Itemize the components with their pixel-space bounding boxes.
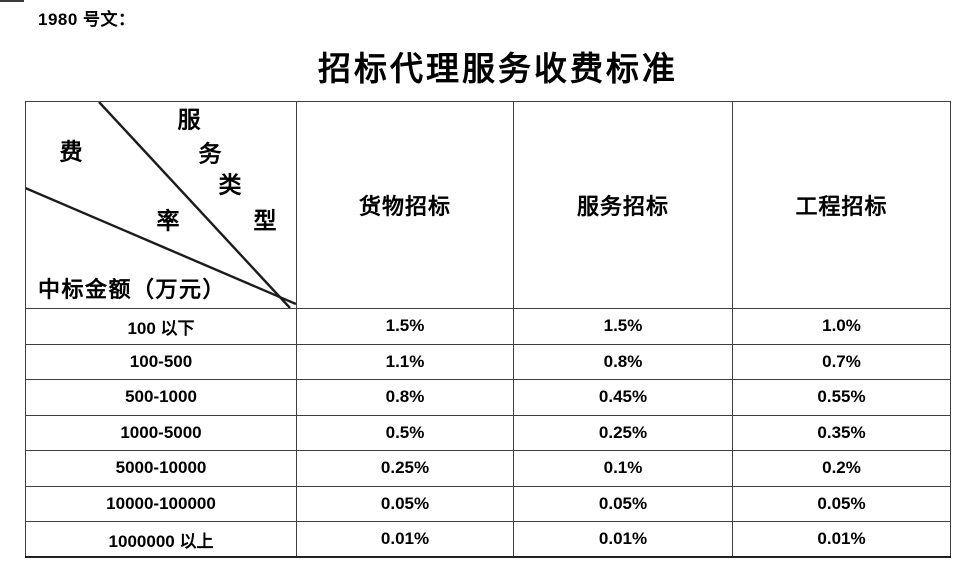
rate-value: 0.25% [296, 450, 514, 487]
table-row: 1000-5000 0.5% 0.25% 0.35% [25, 414, 951, 451]
table-row: 5000-10000 0.25% 0.1% 0.2% [25, 450, 951, 487]
table-row: 100-500 1.1% 0.8% 0.7% [25, 343, 951, 380]
document-reference: 1980 号文： [38, 10, 136, 29]
table-header-row: 费 率 服 务 类 型 中标金额（万元） 货物招标 服务招标 工程招标 [25, 101, 951, 309]
rate-value: 0.05% [296, 485, 514, 522]
rate-value: 0.45% [513, 379, 733, 416]
rate-value: 0.5% [296, 414, 514, 451]
rate-value: 0.7% [732, 343, 951, 380]
fee-standard-table: 费 率 服 务 类 型 中标金额（万元） 货物招标 服务招标 工程招标 100 … [25, 101, 951, 558]
scan-artifact [0, 0, 24, 2]
rate-value: 0.05% [513, 485, 733, 522]
row-range-label: 10000-100000 [25, 485, 297, 522]
row-range-label: 100-500 [25, 343, 297, 380]
column-header-services-tender: 服务招标 [513, 101, 733, 309]
rate-value: 0.2% [732, 450, 951, 487]
corner-label-rate-char2: 率 [156, 208, 180, 234]
rate-value: 0.1% [513, 450, 733, 487]
table-row: 1000000 以上 0.01% 0.01% 0.01% [25, 521, 951, 558]
column-header-works-tender: 工程招标 [732, 101, 951, 309]
rate-value: 0.05% [732, 485, 951, 522]
diagonal-header-cell: 费 率 服 务 类 型 中标金额（万元） [25, 101, 297, 309]
corner-label-type-char3: 类 [218, 172, 242, 198]
row-range-label: 5000-10000 [25, 450, 297, 487]
row-range-label: 1000-5000 [25, 414, 297, 451]
corner-label-amount: 中标金额（万元） [38, 277, 227, 302]
rate-value: 1.5% [513, 308, 733, 345]
table-row: 100 以下 1.5% 1.5% 1.0% [25, 308, 951, 345]
corner-label-type-char4: 型 [253, 208, 277, 234]
row-range-label: 100 以下 [25, 308, 297, 345]
rate-value: 1.5% [296, 308, 514, 345]
table-row: 500-1000 0.8% 0.45% 0.55% [25, 379, 951, 416]
rate-value: 0.8% [296, 379, 514, 416]
rate-value: 0.01% [513, 521, 733, 558]
rate-value: 0.01% [296, 521, 514, 558]
rate-value: 0.55% [732, 379, 951, 416]
rate-value: 1.1% [296, 343, 514, 380]
row-range-label: 500-1000 [25, 379, 297, 416]
table-row: 10000-100000 0.05% 0.05% 0.05% [25, 485, 951, 522]
corner-label-rate-char1: 费 [59, 139, 83, 165]
corner-label-type-char1: 服 [177, 107, 201, 133]
row-range-label: 1000000 以上 [25, 521, 297, 558]
page-title: 招标代理服务收费标准 [318, 52, 678, 88]
diagonal-divider-lines-icon [26, 102, 296, 308]
corner-label-type-char2: 务 [198, 141, 222, 167]
rate-value: 0.25% [513, 414, 733, 451]
rate-value: 1.0% [732, 308, 951, 345]
rate-value: 0.35% [732, 414, 951, 451]
rate-value: 0.8% [513, 343, 733, 380]
column-header-goods-tender: 货物招标 [296, 101, 514, 309]
rate-value: 0.01% [732, 521, 951, 558]
